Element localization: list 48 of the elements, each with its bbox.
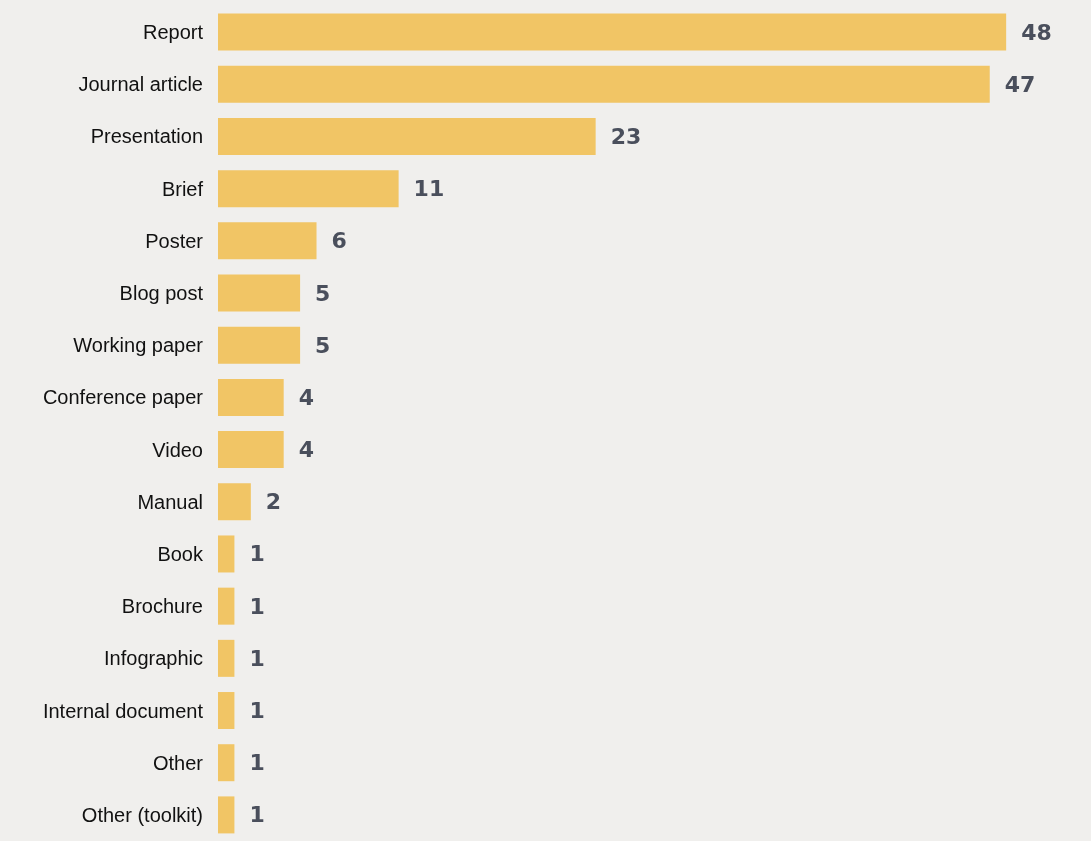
bar	[218, 274, 301, 312]
y-tick-label: Brief	[161, 177, 204, 200]
y-tick-label: Brochure	[121, 595, 203, 618]
bar	[218, 13, 1007, 51]
bar	[218, 692, 235, 730]
bar	[218, 535, 235, 573]
data-label: 1	[249, 750, 265, 776]
data-label: 1	[249, 541, 265, 567]
data-label: 1	[249, 802, 265, 828]
y-tick-label: Presentation	[90, 125, 203, 148]
bar	[218, 796, 235, 834]
data-label: 47	[1004, 71, 1036, 97]
data-label: 5	[315, 332, 331, 358]
y-tick-label: Working paper	[73, 334, 204, 357]
y-tick-label: Other (toolkit)	[81, 803, 203, 826]
y-tick-label: Journal article	[78, 73, 203, 96]
bar	[218, 744, 235, 782]
bar	[218, 483, 251, 521]
y-tick-label: Video	[152, 438, 203, 461]
data-label: 4	[298, 384, 314, 410]
y-tick-label: Manual	[137, 490, 203, 513]
data-label: 6	[331, 228, 347, 254]
data-label: 23	[610, 123, 642, 149]
y-tick-label: Conference paper	[42, 386, 204, 409]
data-label: 11	[413, 176, 445, 202]
bar	[218, 326, 301, 364]
y-tick-label: Book	[157, 542, 204, 565]
bar	[218, 639, 235, 677]
data-label: 4	[298, 437, 314, 463]
y-tick-label: Poster	[145, 229, 204, 252]
y-tick-label: Blog post	[119, 282, 204, 305]
bar	[218, 222, 317, 260]
data-label: 48	[1021, 19, 1052, 45]
bar	[218, 378, 284, 416]
y-tick-label: Other	[152, 751, 204, 774]
data-label: 2	[265, 489, 282, 515]
bar	[218, 431, 284, 469]
data-label: 1	[249, 645, 265, 671]
bar	[218, 65, 990, 103]
bar	[218, 170, 399, 208]
bar	[218, 117, 596, 155]
data-label: 1	[249, 593, 265, 619]
y-tick-label: Report	[142, 21, 204, 44]
y-tick-label: Internal document	[42, 699, 204, 722]
data-label: 1	[249, 698, 265, 724]
data-label: 5	[315, 280, 331, 306]
bar	[218, 587, 235, 625]
y-tick-label: Infographic	[104, 647, 203, 670]
